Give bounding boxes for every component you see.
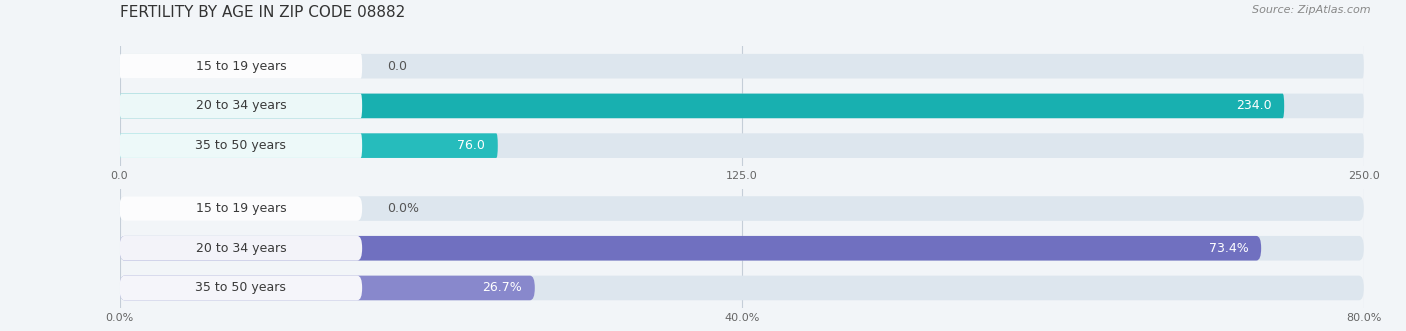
FancyBboxPatch shape — [120, 133, 1364, 158]
Text: 35 to 50 years: 35 to 50 years — [195, 139, 287, 152]
FancyBboxPatch shape — [120, 196, 363, 221]
FancyBboxPatch shape — [120, 276, 1364, 300]
Text: Source: ZipAtlas.com: Source: ZipAtlas.com — [1253, 5, 1371, 15]
Text: 26.7%: 26.7% — [482, 281, 523, 295]
FancyBboxPatch shape — [120, 54, 1364, 78]
FancyBboxPatch shape — [120, 94, 363, 118]
FancyBboxPatch shape — [120, 236, 363, 260]
FancyBboxPatch shape — [120, 94, 1364, 118]
FancyBboxPatch shape — [120, 94, 1284, 118]
FancyBboxPatch shape — [120, 276, 363, 300]
Text: 0.0: 0.0 — [387, 60, 406, 73]
Text: 35 to 50 years: 35 to 50 years — [195, 281, 287, 295]
Text: FERTILITY BY AGE IN ZIP CODE 08882: FERTILITY BY AGE IN ZIP CODE 08882 — [120, 5, 405, 20]
FancyBboxPatch shape — [120, 54, 363, 78]
Text: 15 to 19 years: 15 to 19 years — [195, 60, 287, 73]
Text: 76.0: 76.0 — [457, 139, 485, 152]
Text: 0.0%: 0.0% — [387, 202, 419, 215]
Text: 20 to 34 years: 20 to 34 years — [195, 99, 287, 113]
FancyBboxPatch shape — [120, 236, 1364, 260]
FancyBboxPatch shape — [120, 196, 1364, 221]
FancyBboxPatch shape — [120, 276, 534, 300]
FancyBboxPatch shape — [120, 133, 498, 158]
Text: 15 to 19 years: 15 to 19 years — [195, 202, 287, 215]
Text: 234.0: 234.0 — [1236, 99, 1272, 113]
FancyBboxPatch shape — [120, 236, 1261, 260]
Text: 20 to 34 years: 20 to 34 years — [195, 242, 287, 255]
FancyBboxPatch shape — [120, 133, 363, 158]
Text: 73.4%: 73.4% — [1209, 242, 1249, 255]
